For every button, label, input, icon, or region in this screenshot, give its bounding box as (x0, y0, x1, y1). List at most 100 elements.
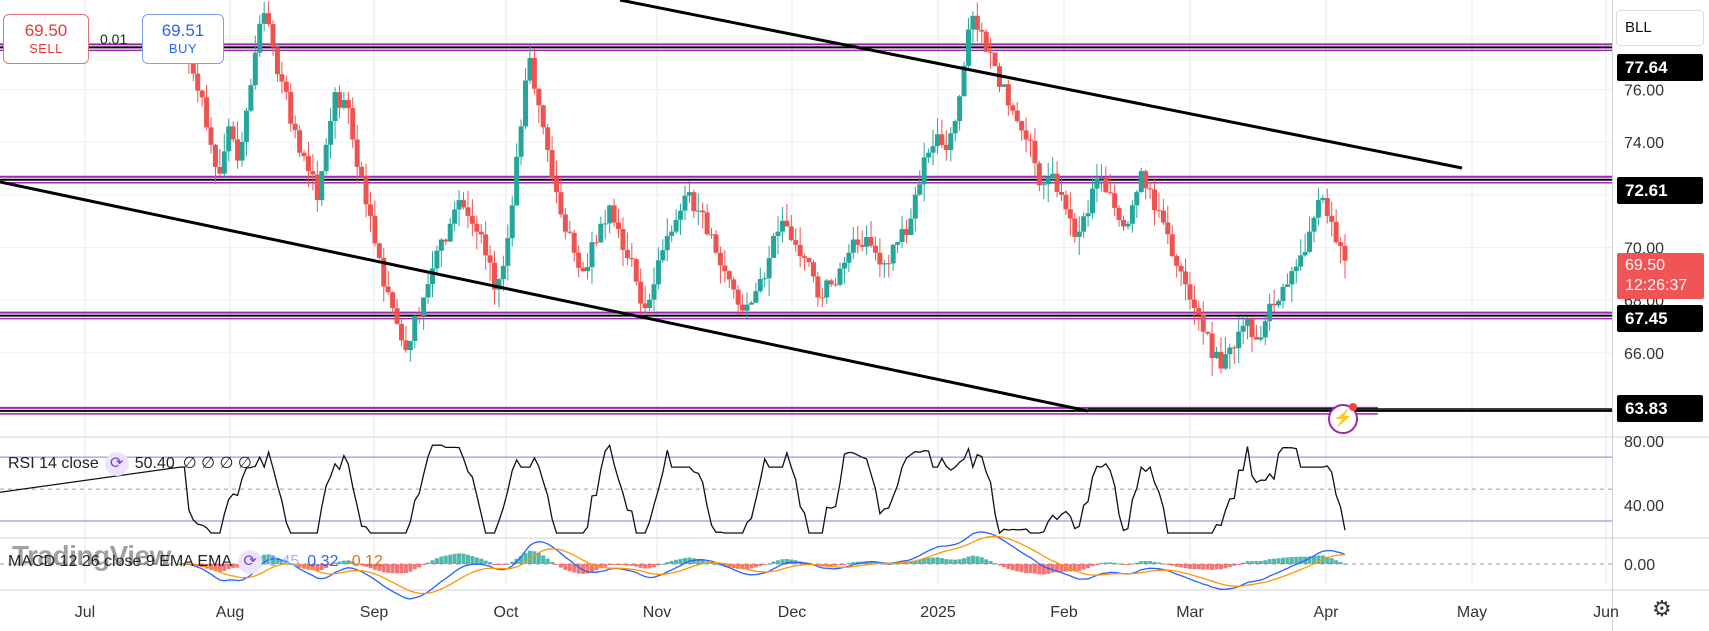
rsi-legend[interactable]: RSI 14 close ⟳ 50.40 ∅ ∅ ∅ ∅ (8, 452, 252, 476)
sell-price: 69.50 (24, 21, 68, 40)
level-tag-67-45: 67.45 (1617, 305, 1703, 332)
macd-histogram-bar (753, 564, 758, 568)
gear-icon[interactable]: ⚙ (1652, 596, 1672, 621)
candle (722, 265, 728, 272)
macd-histogram-bar (1015, 564, 1020, 572)
macd-histogram-bar (833, 564, 838, 566)
macd-histogram-bar (492, 564, 497, 565)
macd-histogram-bar (231, 564, 236, 568)
candle (567, 231, 573, 233)
candle (305, 156, 311, 172)
candle (620, 229, 626, 250)
cycle-icon[interactable]: ⟳ (238, 550, 263, 574)
macd-histogram-bar (900, 562, 905, 564)
macd-histogram-bar (457, 553, 462, 564)
symbol-label[interactable]: BLL (1616, 10, 1704, 46)
buy-button[interactable]: 69.51 BUY (142, 14, 224, 64)
macd-histogram-bar (638, 564, 643, 568)
macd-histogram-bar (1112, 562, 1117, 564)
candle (908, 218, 914, 235)
candle (585, 267, 591, 272)
macd-histogram-bar (470, 555, 475, 564)
macd-histogram-bar (275, 557, 280, 564)
macd-histogram-bar (882, 563, 887, 565)
macd-histogram-bar (585, 564, 590, 574)
macd-histogram-bar (563, 564, 568, 570)
candle (1280, 286, 1286, 302)
candle (1329, 215, 1335, 222)
candle (788, 226, 794, 241)
candle (1054, 173, 1060, 192)
macd-histogram-bar (1179, 564, 1184, 568)
candle (802, 256, 808, 258)
time-tick-label: Sep (360, 604, 389, 621)
candle (1165, 222, 1171, 235)
sell-button[interactable]: 69.50 SELL (3, 14, 89, 64)
macd-histogram-bar (510, 561, 515, 564)
candle (1050, 173, 1056, 178)
candle (336, 92, 342, 108)
candle (881, 263, 887, 265)
macd-histogram-bar (434, 558, 439, 564)
macd-histogram-bar (1099, 562, 1104, 564)
candle (398, 323, 404, 341)
candle (1036, 163, 1042, 186)
macd-histogram-bar (1068, 564, 1073, 572)
candle (974, 15, 980, 30)
candle (589, 242, 595, 268)
macd-histogram-bar (855, 561, 860, 564)
candle (226, 126, 232, 152)
candle (1258, 337, 1264, 340)
macd-histogram-bar (315, 564, 320, 572)
macd-legend[interactable]: MACD 12 26 close 9 EMA EMA ⟳ 0.45 0.32 -0.12 (8, 550, 383, 574)
candle (257, 23, 263, 53)
macd-histogram-bar (346, 560, 351, 564)
candle (447, 223, 453, 242)
macd-histogram-bar (612, 564, 617, 565)
macd-histogram-bar (678, 558, 683, 564)
candle (1276, 301, 1282, 306)
candle (868, 236, 874, 246)
macd-histogram-bar (1205, 564, 1210, 570)
macd-histogram-bar (1143, 561, 1148, 564)
candle (784, 220, 790, 227)
macd-histogram-bar (776, 560, 781, 564)
candle (425, 284, 431, 298)
candle (686, 192, 692, 196)
macd-histogram-bar (780, 559, 785, 564)
rsi-tick-label: 40.00 (1624, 498, 1664, 515)
time-tick-label: Aug (216, 604, 244, 621)
macd-histogram-bar (869, 561, 874, 564)
macd-histogram-bar (979, 557, 984, 564)
candle (660, 250, 666, 261)
macd-histogram-bar (993, 563, 998, 565)
candle (934, 134, 940, 147)
macd-histogram-bar (421, 564, 426, 565)
candle (381, 257, 387, 287)
candle (846, 252, 852, 263)
candle (651, 284, 657, 300)
candle (828, 280, 834, 285)
macd-histogram-bar (1081, 564, 1086, 570)
candle (562, 214, 568, 232)
candle (1032, 140, 1038, 164)
macd-histogram-bar (209, 564, 214, 570)
macd-histogram-bar (390, 564, 395, 574)
candle (487, 255, 493, 263)
macd-histogram-bar (279, 559, 284, 564)
level-tag-77-64: 77.64 (1617, 54, 1703, 81)
macd-histogram-bar (483, 560, 488, 564)
candle (899, 229, 905, 243)
macd-histogram-bar (1329, 558, 1334, 564)
candle (1311, 217, 1317, 232)
macd-histogram-bar (886, 564, 891, 565)
macd-histogram-bar (656, 564, 661, 566)
candle (1027, 139, 1033, 141)
macd-histogram-bar (479, 558, 484, 564)
macd-histogram-bar (749, 564, 754, 569)
candle (412, 315, 418, 341)
macd-histogram-bar (625, 564, 630, 566)
candle (195, 73, 201, 91)
cycle-icon[interactable]: ⟳ (104, 452, 129, 476)
